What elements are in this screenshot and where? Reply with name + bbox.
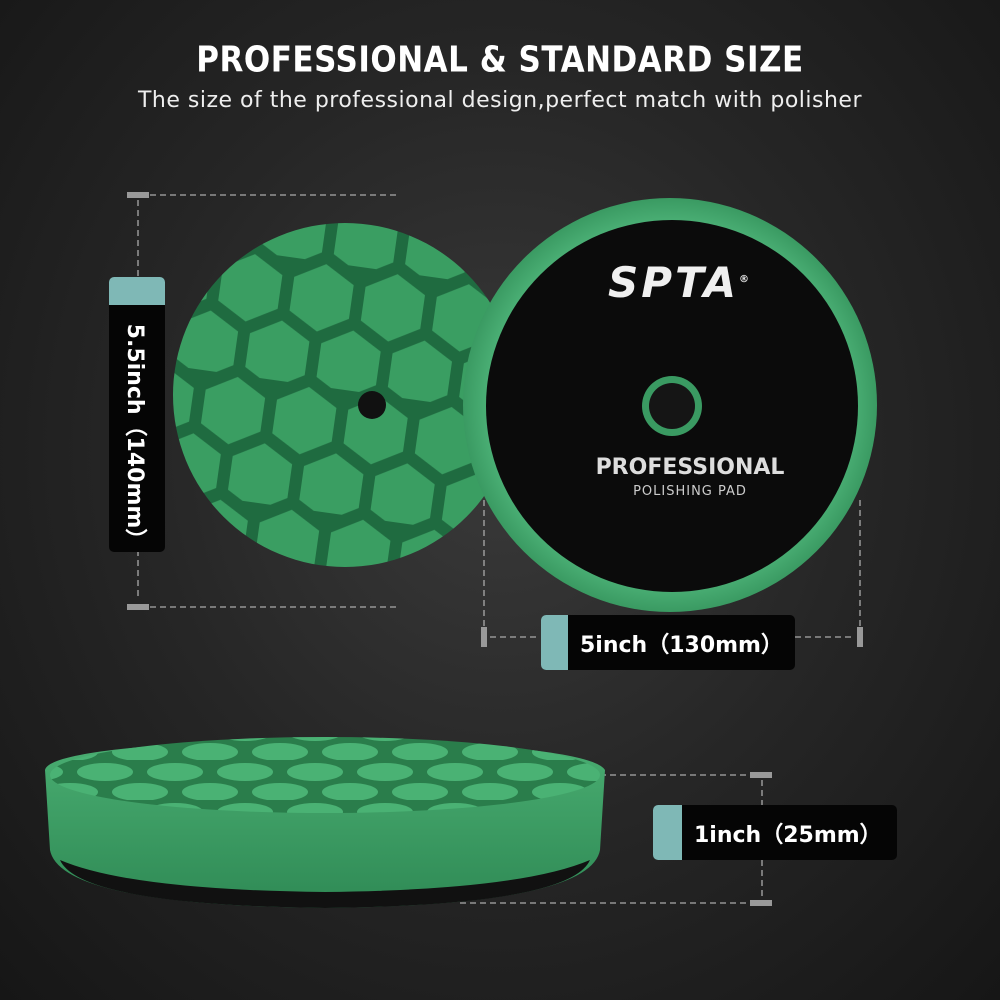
label-accent (653, 805, 682, 860)
label-accent (109, 277, 165, 305)
page-subtitle: The size of the professional design,perf… (137, 88, 863, 113)
label-accent (541, 615, 568, 670)
side-view-pad (45, 737, 605, 908)
pad-center-text: PROFESSIONAL (595, 455, 785, 480)
diameter-label: 5.5inch（140mm） (109, 277, 165, 552)
pad-center-subtext: POLISHING PAD (633, 484, 747, 499)
page-title: PROFESSIONAL & STANDARD SIZE (196, 39, 804, 81)
thickness-label: 1inch（25mm） (653, 805, 897, 860)
brand-logo: SPTA® (608, 258, 752, 307)
backing-size-label: 5inch（130mm） (541, 615, 795, 670)
hex-face-pad (173, 223, 517, 567)
backing-pad (463, 198, 877, 612)
